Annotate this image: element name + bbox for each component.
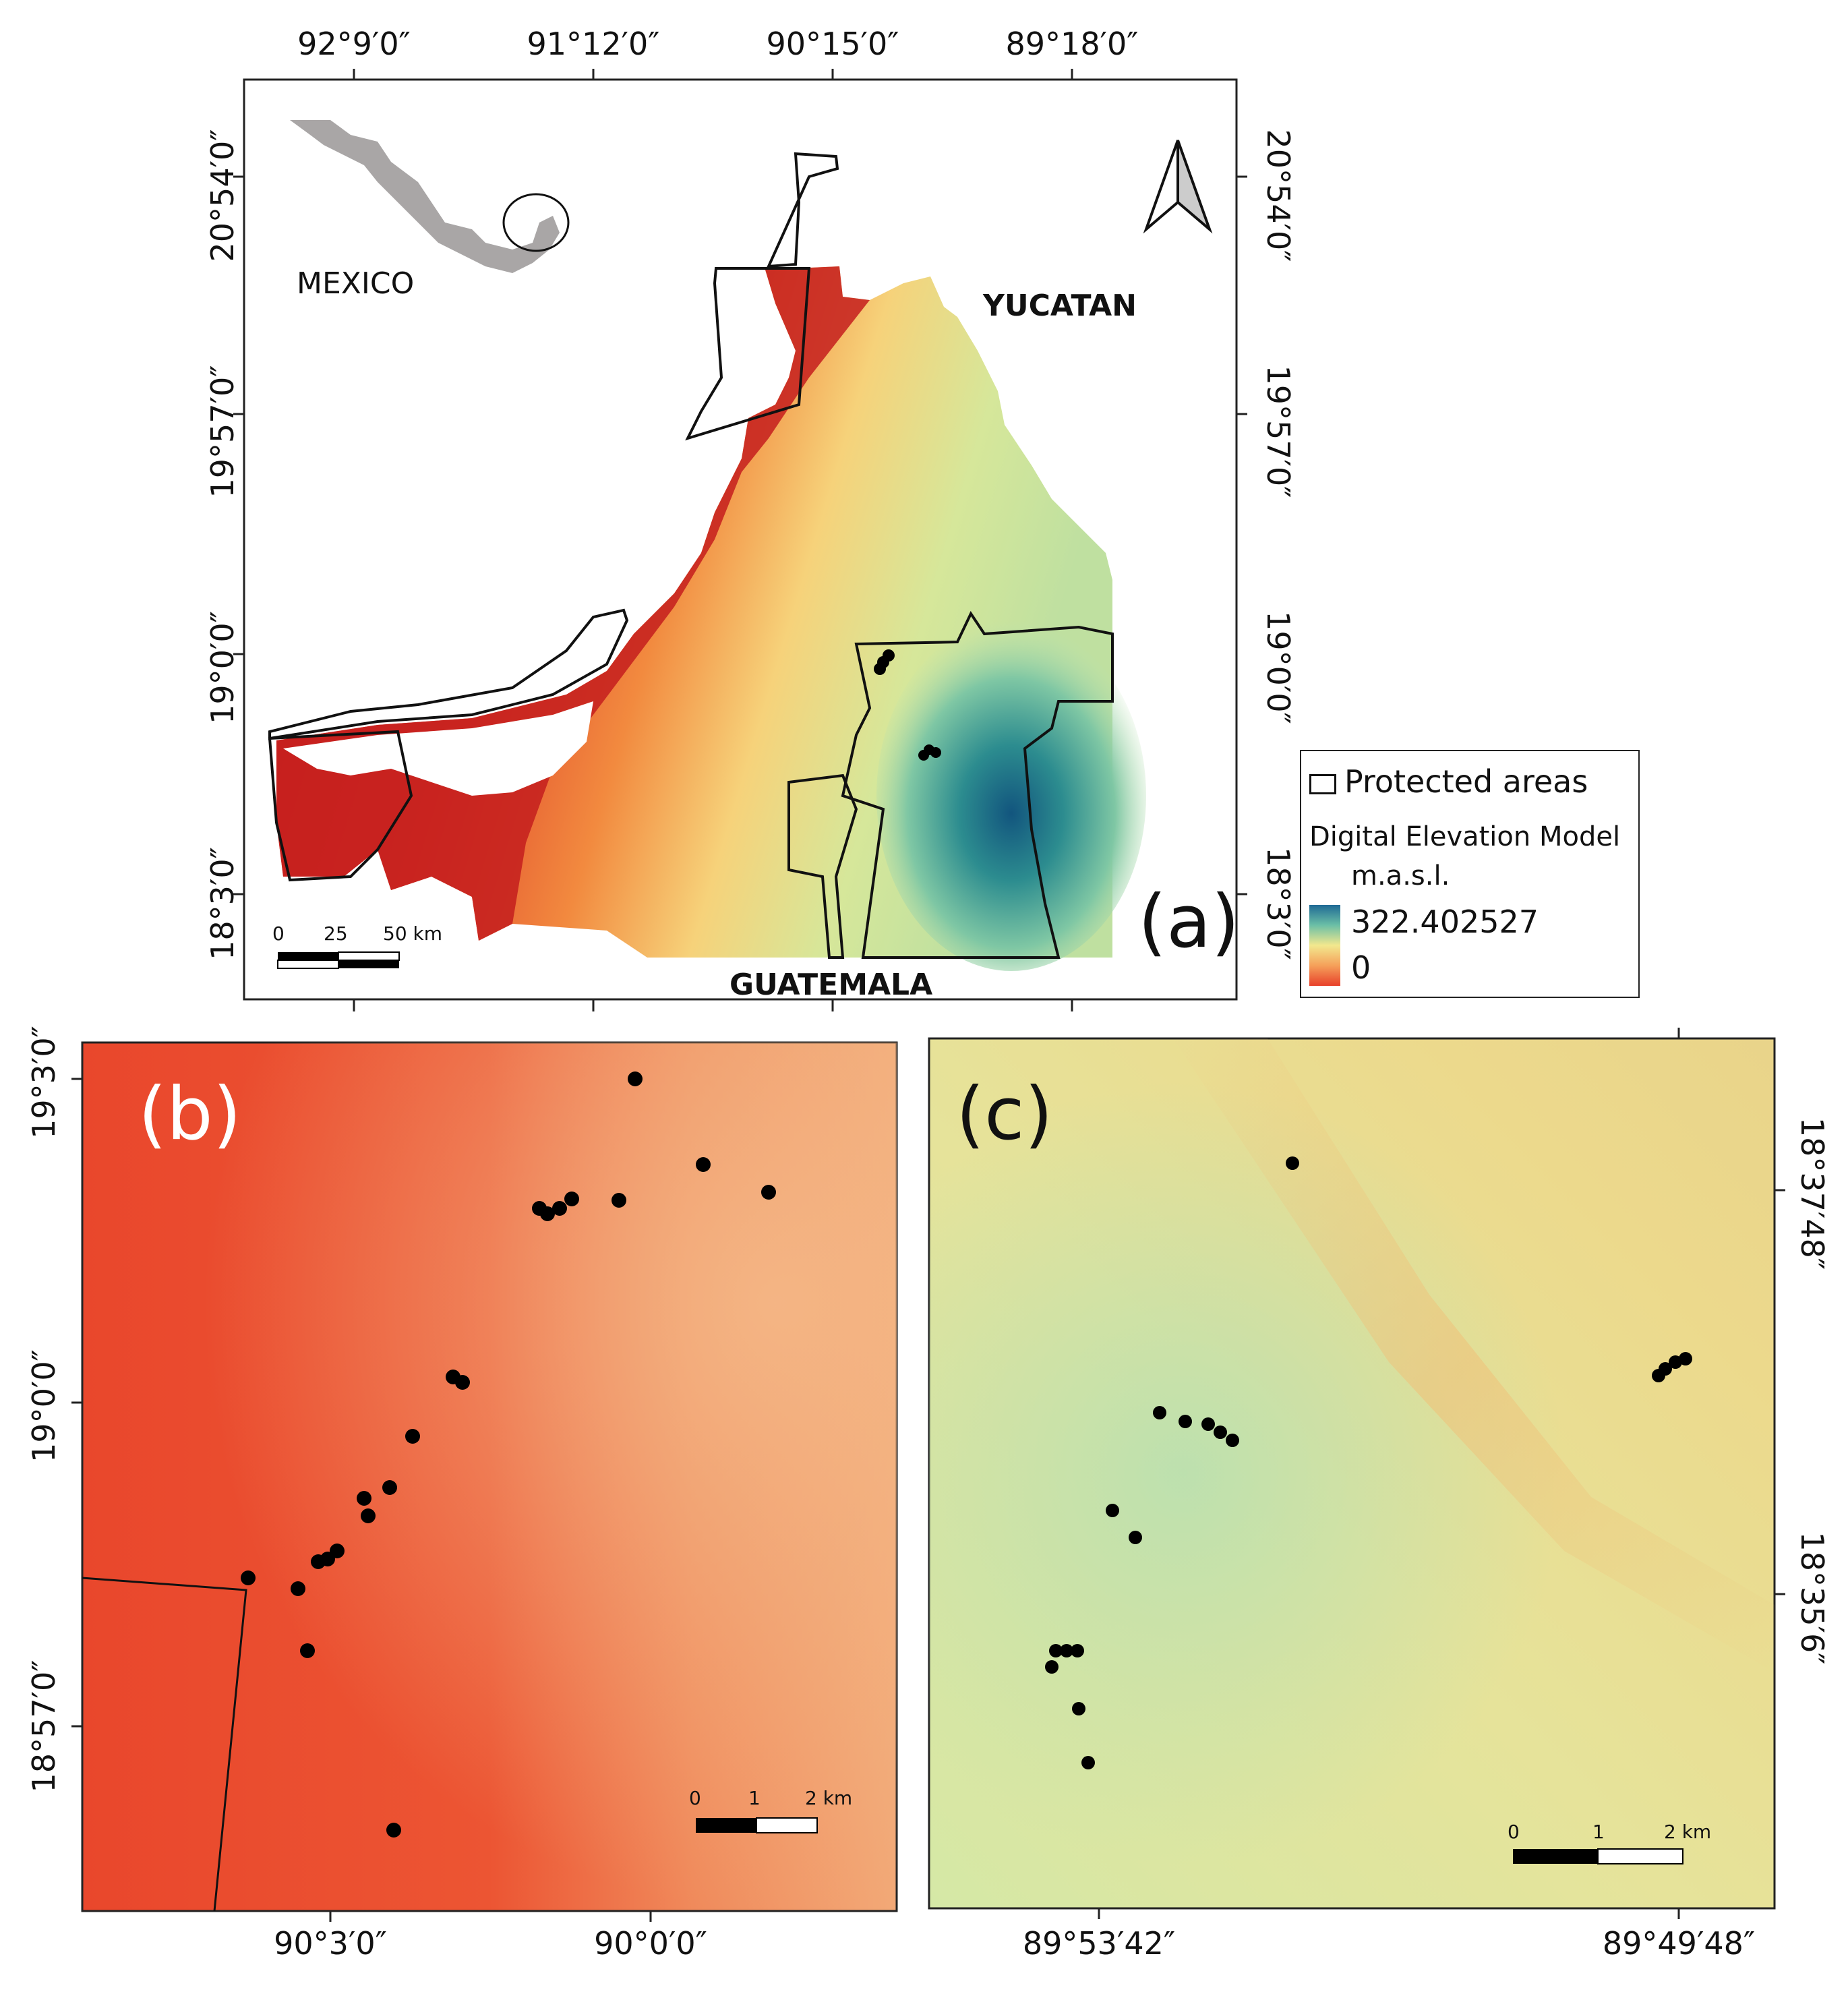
panel-c-letter: (c) (956, 1072, 1053, 1156)
scale-c-label-0: 0 (1508, 1821, 1520, 1843)
panel-b-letter: (b) (138, 1072, 241, 1156)
protected-area-swatch (1309, 774, 1336, 794)
legend-dem-title: Digital Elevation Model (1309, 821, 1621, 852)
sample-points-a (874, 649, 941, 761)
scale-a-label-0: 0 (272, 922, 285, 945)
mexico-inset-silhouette (290, 120, 560, 273)
scale-b-label-2: 2 km (805, 1787, 853, 1809)
study-area-highlight (502, 193, 570, 252)
map-a-tick-marks (233, 69, 1247, 1011)
map-c-canvas (928, 1028, 1785, 1919)
legend-unit: m.a.s.l. (1351, 860, 1450, 891)
panel-a-letter: (a) (1138, 880, 1240, 964)
bottom-tick-label: 89°49′48″ (1602, 1925, 1756, 1962)
top-tick-label: 92°9′0″ (297, 26, 411, 62)
protected-area-boundary-b (82, 1577, 247, 1912)
map-legend: Protected areas Digital Elevation Model … (1300, 750, 1640, 998)
scale-bar-a (277, 951, 400, 969)
bottom-tick-label: 90°3′0″ (274, 1925, 387, 1962)
map-c-lowland-tint (929, 1038, 1775, 1908)
mexico-label: MEXICO (297, 266, 415, 301)
scale-a-label-25: 25 (324, 922, 348, 945)
sample-points-c (1045, 1156, 1692, 1769)
protected-area-outlines (268, 152, 1114, 959)
map-b-tick-marks (71, 1078, 652, 1922)
legend-protected-label: Protected areas (1344, 763, 1588, 800)
lagoon (283, 701, 593, 796)
top-tick-label: 89°18′0″ (1005, 26, 1139, 62)
bottom-tick-label: 90°0′0″ (594, 1925, 707, 1962)
bottom-tick-label: 89°53′42″ (1022, 1925, 1176, 1962)
yucatan-label: YUCATAN (983, 289, 1137, 323)
top-tick-label: 91°12′0″ (527, 26, 660, 62)
legend-max-value: 322.402527 (1351, 904, 1539, 940)
map-c-ridge (1173, 1038, 1775, 1672)
legend-color-ramp (1309, 905, 1340, 986)
scale-a-label-50: 50 km (383, 922, 443, 945)
legend-min-value: 0 (1351, 949, 1371, 986)
map-c-tick-marks (1098, 1028, 1785, 1919)
north-arrow-icon (1143, 140, 1213, 234)
map-a-canvas (233, 69, 1247, 1011)
scale-c-label-2: 2 km (1664, 1821, 1712, 1843)
scale-b-label-1: 1 (748, 1787, 761, 1809)
scale-bar-b (696, 1817, 818, 1833)
map-b-highland-tint (82, 1042, 897, 1911)
scale-b-label-0: 0 (689, 1787, 701, 1809)
scale-bar-c (1513, 1848, 1683, 1864)
map-b-canvas (71, 1041, 898, 1922)
guatemala-label: GUATEMALA (729, 968, 933, 1002)
top-tick-label: 90°15′0″ (766, 26, 899, 62)
scale-c-label-1: 1 (1592, 1821, 1605, 1843)
highland-area (876, 620, 1146, 971)
sample-points-b (241, 1071, 776, 1838)
